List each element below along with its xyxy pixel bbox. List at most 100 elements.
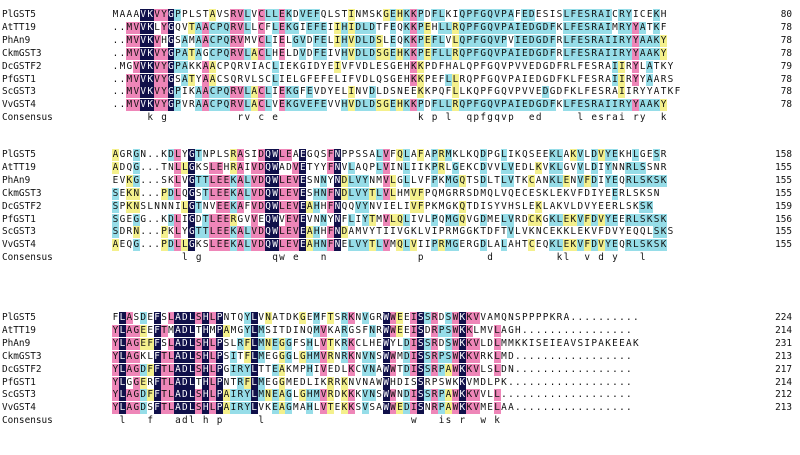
residue: R: [229, 149, 237, 161]
residue: V: [424, 226, 431, 238]
sequence-name: VvGST4: [2, 402, 36, 414]
residue: F: [472, 21, 480, 34]
residue: V: [576, 239, 584, 252]
residue: .: [549, 389, 556, 401]
residue: K: [521, 174, 528, 186]
residue: S: [376, 350, 382, 362]
residue: .: [140, 187, 147, 199]
residue: N: [397, 161, 403, 173]
residue: D: [403, 337, 411, 350]
residue: .: [619, 350, 625, 362]
residue: D: [368, 86, 376, 99]
residue: Y: [625, 9, 633, 21]
residue: K: [660, 213, 667, 226]
residue: I: [251, 149, 258, 160]
residue: K: [410, 9, 418, 21]
residue: F: [577, 60, 584, 72]
position-number: 231: [775, 337, 792, 349]
residue: V: [313, 86, 320, 98]
residue: G: [132, 389, 140, 402]
residue: E: [286, 60, 292, 72]
residue: L: [188, 324, 196, 337]
residue: L: [167, 389, 175, 402]
residue: V: [320, 337, 328, 350]
residue: G: [535, 21, 543, 34]
residue: K: [563, 226, 570, 238]
residue: L: [243, 9, 251, 21]
residue: E: [320, 21, 328, 34]
residue: F: [327, 149, 334, 161]
residue: P: [431, 161, 439, 174]
residue: Q: [494, 73, 500, 85]
residue: V: [250, 239, 258, 252]
residue: .: [626, 350, 632, 362]
residue: I: [514, 99, 522, 112]
residue: F: [563, 86, 570, 98]
residue: Y: [361, 239, 369, 252]
residue: .: [535, 402, 542, 414]
residue: [632, 415, 639, 427]
residue: F: [153, 312, 161, 324]
residue: R: [451, 21, 459, 34]
residue: C: [257, 99, 265, 112]
residue: N: [264, 337, 272, 350]
residue: .: [549, 324, 556, 336]
sequence-residues: YLAGKLFTLADLSHLPSITFLMEGGGLGHMVRNRKNVNSW…: [112, 350, 632, 363]
residue: Y: [112, 363, 119, 376]
residue: S: [195, 187, 202, 199]
sequence-name: PfGST1: [2, 213, 36, 225]
residue: Y: [591, 200, 597, 212]
sequence-name: Consensus: [2, 415, 53, 427]
residue: D: [139, 402, 147, 415]
residue: V: [119, 174, 126, 186]
residue: R: [334, 376, 341, 388]
residue: A: [424, 149, 431, 160]
residue: K: [660, 226, 667, 239]
residue: A: [612, 86, 618, 98]
residue: M: [390, 239, 396, 251]
residue: Y: [660, 47, 667, 60]
residue: V: [299, 99, 307, 112]
residue: A: [597, 47, 605, 60]
residue: G: [542, 60, 549, 72]
residue: L: [403, 213, 411, 226]
residue: I: [604, 47, 612, 60]
residue: L: [118, 376, 126, 389]
residue: V: [480, 389, 486, 401]
residue: F: [383, 21, 389, 33]
residue: L: [451, 86, 459, 99]
residue: W: [382, 324, 390, 337]
residue: .: [577, 402, 584, 414]
residue: N: [535, 226, 542, 238]
residue: P: [216, 337, 223, 350]
residue: W: [382, 376, 390, 389]
residue: L: [306, 376, 313, 388]
residue: L: [264, 9, 272, 21]
residue: .: [626, 376, 632, 388]
residue: A: [125, 324, 133, 337]
residue: V: [417, 213, 424, 225]
residue: .: [598, 324, 604, 336]
residue: L: [293, 73, 299, 85]
residue: A: [195, 47, 203, 60]
residue: S: [445, 337, 452, 350]
residue: F: [569, 21, 577, 34]
residue: T: [160, 389, 168, 402]
residue: [396, 252, 403, 264]
residue: [279, 415, 286, 427]
residue: [168, 112, 175, 124]
residue: D: [431, 60, 438, 72]
residue: S: [383, 73, 389, 85]
residue: A: [306, 200, 314, 213]
residue: V: [493, 34, 501, 47]
residue: Y: [604, 149, 612, 161]
residue: G: [132, 149, 140, 161]
residue: I: [410, 389, 418, 402]
residue: E: [521, 9, 529, 21]
residue: N: [168, 200, 174, 212]
residue: E: [271, 402, 279, 415]
residue: S: [667, 73, 674, 85]
residue: A: [236, 226, 244, 239]
residue: G: [299, 350, 307, 363]
residue: G: [639, 149, 646, 160]
